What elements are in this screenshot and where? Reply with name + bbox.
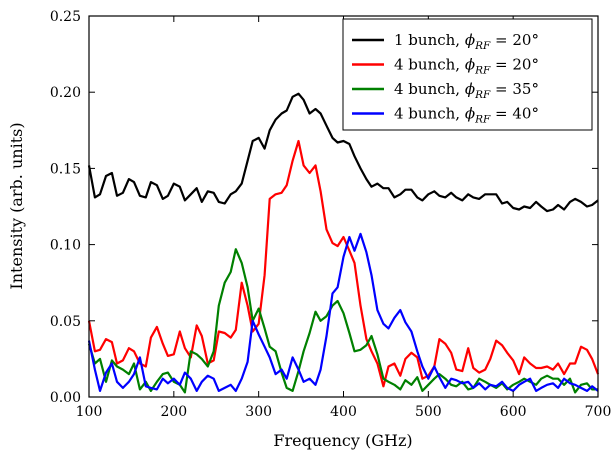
- series-line-1: [87, 92, 599, 213]
- legend-label: 4 bunch, ϕRF = 40°: [394, 105, 539, 126]
- legend-label: 1 bunch, ϕRF = 20°: [394, 31, 539, 52]
- legend-entries: 1 bunch, ϕRF = 20° 4 bunch, ϕRF = 20° 4 bu…: [352, 31, 539, 126]
- series-line-2: [87, 139, 600, 388]
- x-tick-label: 500: [415, 404, 442, 420]
- legend-box: [342, 18, 593, 131]
- x-tick-label: 400: [330, 404, 357, 420]
- y-tick-label: 0.25: [50, 9, 81, 25]
- y-tick-label: 0.10: [50, 238, 81, 254]
- y-tick-label: 0.15: [50, 161, 81, 177]
- y-axis-label: Intensity (arb. units): [7, 122, 26, 289]
- y-tick-label: 0.20: [50, 85, 81, 101]
- series-lines: [87, 92, 600, 394]
- y-tick-label: 0.05: [50, 314, 81, 330]
- x-tick-label: 300: [245, 404, 272, 420]
- legend: 1 bunch, ϕRF = 20° 4 bunch, ϕRF = 20° 4 bu…: [342, 18, 593, 131]
- legend-label: 4 bunch, ϕRF = 20°: [394, 56, 539, 77]
- x-axis-label: Frequency (GHz): [273, 431, 412, 450]
- axis-tick-labels: 100 200 300 400 500 600 700 0.00 0.05 0.10 0.15 0.2…: [50, 9, 612, 420]
- y-tick-label: 0.00: [50, 390, 81, 406]
- series-line-4: [87, 232, 599, 392]
- legend-label: 4 bunch, ϕRF = 35°: [394, 80, 539, 101]
- x-tick-label: 700: [585, 404, 612, 420]
- x-tick-label: 200: [160, 404, 187, 420]
- x-tick-label: 100: [76, 404, 103, 420]
- series-line-3: [87, 248, 598, 394]
- x-tick-label: 600: [500, 404, 527, 420]
